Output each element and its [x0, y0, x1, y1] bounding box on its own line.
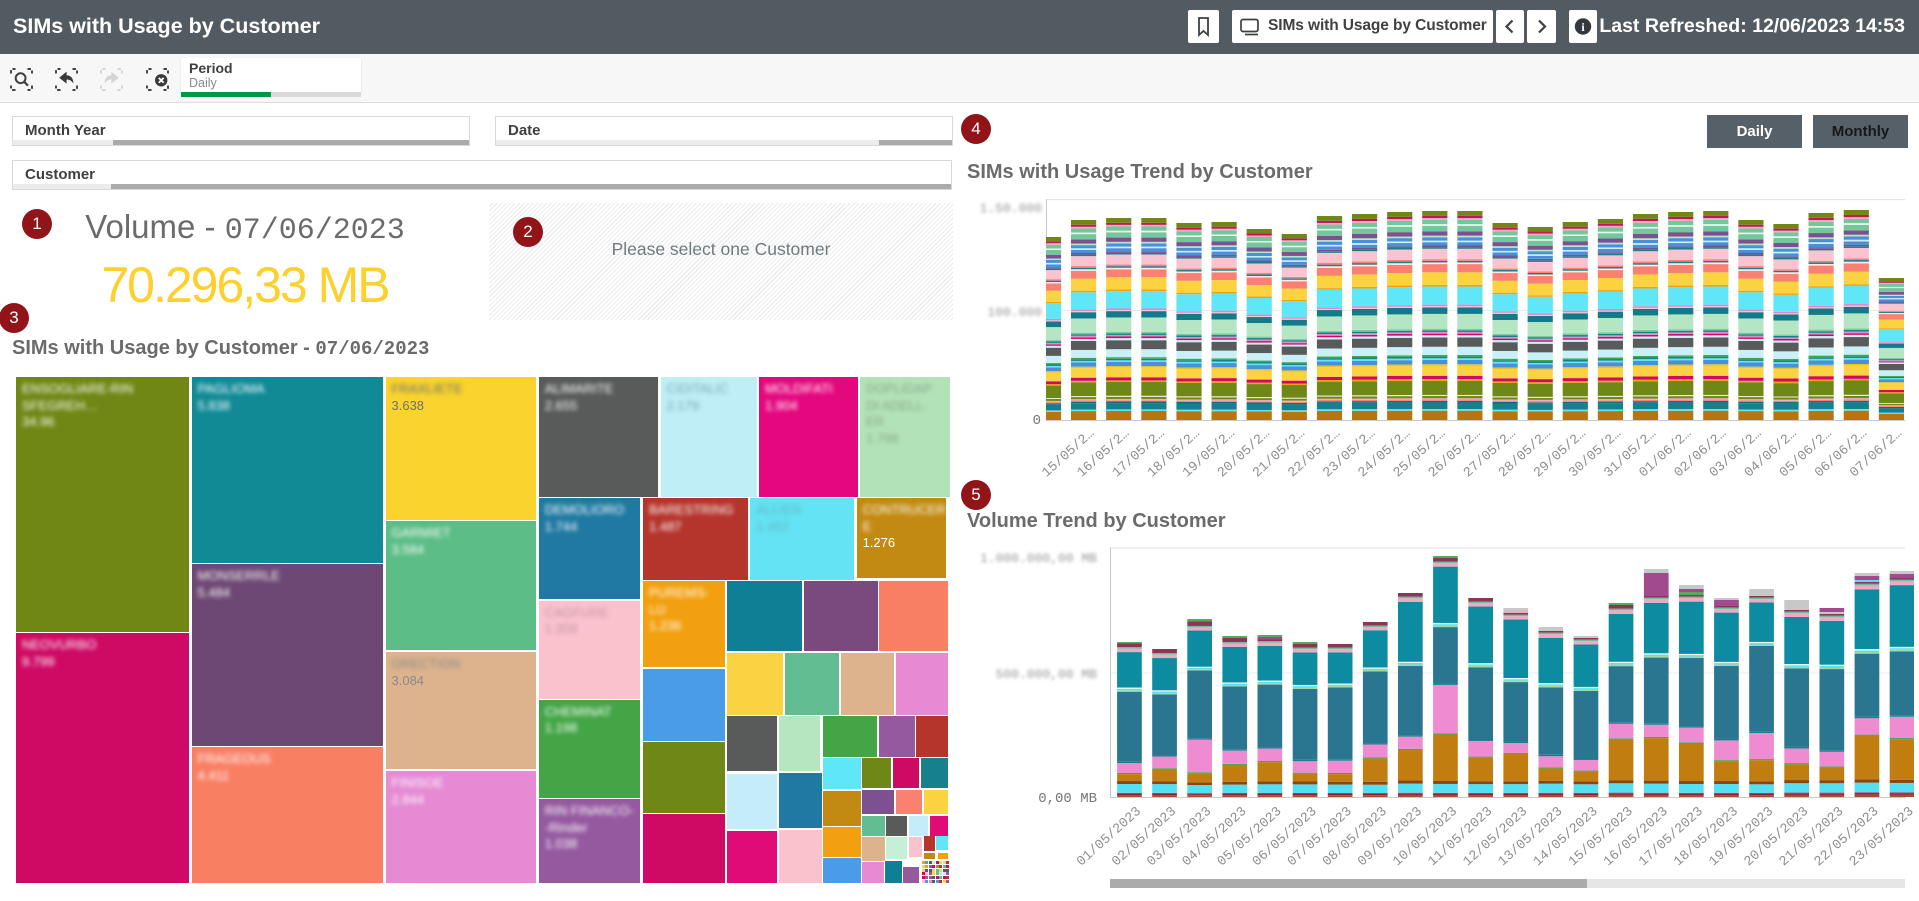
- svg-text:08/05/2023: 08/05/2023: [1320, 805, 1390, 870]
- svg-text:100.000: 100.000: [987, 305, 1042, 320]
- svg-text:22/05/2023: 22/05/2023: [1812, 805, 1882, 870]
- svg-text:28/05/2…: 28/05/2…: [1496, 427, 1554, 482]
- svg-text:03/05/2023: 03/05/2023: [1145, 805, 1215, 870]
- svg-text:14/05/2023: 14/05/2023: [1531, 805, 1601, 870]
- svg-text:20/05/2023: 20/05/2023: [1742, 805, 1812, 870]
- svg-text:06/05/2023: 06/05/2023: [1250, 805, 1320, 870]
- svg-text:04/06/2…: 04/06/2…: [1742, 427, 1800, 482]
- svg-text:i: i: [1581, 20, 1585, 34]
- svg-text:06/06/2…: 06/06/2…: [1812, 427, 1870, 482]
- svg-text:17/05/2…: 17/05/2…: [1110, 427, 1168, 482]
- svg-text:21/05/2…: 21/05/2…: [1250, 427, 1308, 482]
- svg-text:22/05/2…: 22/05/2…: [1286, 427, 1344, 482]
- svg-text:1.000.000,00 MB: 1.000.000,00 MB: [980, 551, 1097, 566]
- svg-text:01/05/2023: 01/05/2023: [1075, 805, 1145, 870]
- svg-text:31/05/2…: 31/05/2…: [1602, 427, 1660, 482]
- svg-text:05/05/2023: 05/05/2023: [1215, 805, 1285, 870]
- svg-text:15/05/2023: 15/05/2023: [1566, 805, 1636, 870]
- svg-text:0: 0: [1033, 413, 1041, 429]
- svg-text:1.50.000: 1.50.000: [980, 201, 1042, 216]
- svg-text:25/05/2…: 25/05/2…: [1391, 427, 1449, 482]
- svg-text:07/05/2023: 07/05/2023: [1285, 805, 1355, 870]
- svg-text:05/06/2…: 05/06/2…: [1777, 427, 1835, 482]
- svg-text:16/05/2023: 16/05/2023: [1601, 805, 1671, 870]
- svg-text:19/05/2023: 19/05/2023: [1707, 805, 1777, 870]
- svg-text:27/05/2…: 27/05/2…: [1461, 427, 1519, 482]
- svg-text:23/05/2023: 23/05/2023: [1847, 805, 1917, 870]
- svg-text:02/06/2…: 02/06/2…: [1672, 427, 1730, 482]
- svg-text:30/05/2…: 30/05/2…: [1567, 427, 1625, 482]
- svg-text:17/05/2023: 17/05/2023: [1636, 805, 1706, 870]
- svg-text:02/05/2023: 02/05/2023: [1110, 805, 1180, 870]
- svg-text:12/05/2023: 12/05/2023: [1461, 805, 1531, 870]
- svg-text:09/05/2023: 09/05/2023: [1356, 805, 1426, 870]
- svg-text:04/05/2023: 04/05/2023: [1180, 805, 1250, 870]
- svg-text:11/05/2023: 11/05/2023: [1426, 805, 1496, 870]
- svg-text:07/06/2…: 07/06/2…: [1848, 427, 1906, 482]
- svg-text:10/05/2023: 10/05/2023: [1391, 805, 1461, 870]
- svg-text:29/05/2…: 29/05/2…: [1531, 427, 1589, 482]
- svg-text:500.000,00 MB: 500.000,00 MB: [996, 667, 1098, 682]
- svg-text:24/05/2…: 24/05/2…: [1356, 427, 1414, 482]
- svg-text:0,00 MB: 0,00 MB: [1038, 791, 1097, 807]
- svg-text:03/06/2…: 03/06/2…: [1707, 427, 1765, 482]
- svg-text:18/05/2…: 18/05/2…: [1145, 427, 1203, 482]
- svg-text:01/06/2…: 01/06/2…: [1637, 427, 1695, 482]
- svg-text:21/05/2023: 21/05/2023: [1777, 805, 1847, 870]
- svg-text:18/05/2023: 18/05/2023: [1672, 805, 1742, 870]
- svg-text:23/05/2…: 23/05/2…: [1321, 427, 1379, 482]
- svg-text:16/05/2…: 16/05/2…: [1075, 427, 1133, 482]
- svg-text:20/05/2…: 20/05/2…: [1215, 427, 1273, 482]
- svg-text:13/05/2023: 13/05/2023: [1496, 805, 1566, 870]
- svg-text:15/05/2…: 15/05/2…: [1040, 427, 1098, 482]
- svg-text:26/05/2…: 26/05/2…: [1426, 427, 1484, 482]
- svg-text:19/05/2…: 19/05/2…: [1180, 427, 1238, 482]
